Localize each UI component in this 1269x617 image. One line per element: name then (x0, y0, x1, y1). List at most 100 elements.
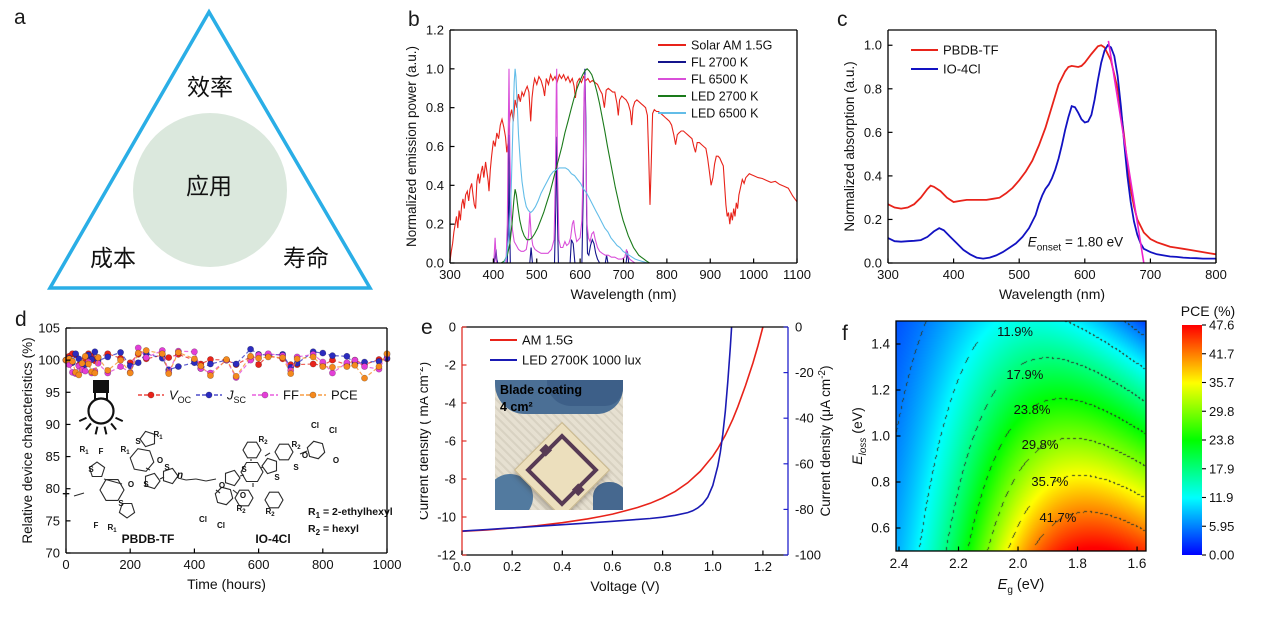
bond (299, 450, 308, 455)
y-tick-label: 0.0 (426, 256, 444, 271)
series-line-LED 6500 K (450, 68, 797, 264)
label-cost: 成本 (90, 245, 136, 271)
data-point-PCE (264, 353, 272, 361)
x-tick-label: 300 (877, 267, 899, 282)
legend-label: AM 1.5G (522, 333, 573, 348)
data-point-PCE (375, 363, 383, 370)
y-tick-label: 0.8 (871, 475, 890, 490)
y-tick-label: 0.8 (426, 100, 444, 115)
data-point-PCE (158, 350, 166, 358)
y-tick-label: 85 (46, 449, 60, 464)
y-tick-label: 0.2 (426, 217, 444, 232)
application-circle (133, 113, 287, 267)
x-tick-label: 1100 (783, 267, 811, 282)
contour-label: 11.9% (997, 324, 1033, 339)
atom-label: R2 (291, 440, 301, 451)
panel-letter-e: e (421, 316, 433, 339)
atom-label: S (274, 473, 280, 482)
panel-letter-a: a (14, 6, 26, 29)
colorbar-tick-label: 23.8 (1209, 433, 1234, 448)
atom-label: S (135, 437, 141, 446)
x-tick-label: 0.4 (553, 559, 571, 574)
r-group-definition: R2 = hexyl (308, 523, 359, 537)
legend-label: LED 2700K 1000 lux (522, 353, 642, 368)
data-point-PCE (197, 362, 205, 370)
data-point-JSC (247, 345, 254, 353)
data-point-JSC (174, 363, 182, 370)
legend-label: PCE (331, 388, 358, 403)
data-point-VOC (309, 360, 317, 368)
atom-label: n (177, 470, 183, 481)
right-tick-label: 0 (795, 320, 802, 335)
y-axis-title: Normalized absorption (a.u.) (842, 61, 857, 231)
molecule-name-left: PBDB-TF (122, 532, 175, 546)
label-lifetime: 寿命 (283, 245, 329, 271)
data-point-PCE (343, 363, 351, 370)
legend-label: LED 6500 K (691, 107, 759, 121)
annotation: Eonset = 1.80 eV (1028, 235, 1123, 254)
x-tick-label: 400 (483, 267, 505, 282)
x-axis-title: Wavelength (nm) (999, 286, 1105, 302)
atom-label: S (88, 465, 94, 474)
data-point-PCE (319, 363, 327, 370)
data-point-JSC (75, 355, 83, 363)
legend-marker (309, 391, 317, 399)
atom-label: Cl (199, 515, 207, 524)
x-tick-label: 800 (312, 557, 334, 572)
x-tick-label: 500 (526, 267, 548, 282)
data-point-PCE (361, 374, 368, 382)
bond (260, 466, 264, 469)
y-tick-label: 80 (46, 481, 60, 496)
y-tick-label: -6 (444, 434, 456, 449)
right-tick-label: -100 (795, 548, 821, 563)
y-axis-title: Relative device characteristics (%) (20, 337, 35, 543)
y-tick-label: -8 (444, 472, 456, 487)
data-point-PCE (85, 360, 92, 368)
series-line-LED 2700 K (450, 68, 797, 264)
data-point-PCE (75, 371, 83, 379)
series-line-FL 6500 K (450, 68, 797, 264)
bond (205, 478, 217, 482)
data-point-FF (361, 363, 368, 370)
colorbar-tick-label: 5.95 (1209, 519, 1234, 534)
series-line-IO-4Cl (887, 43, 1216, 260)
device-photo-inset: Blade coating 4 cm² (495, 380, 623, 510)
panel-d-stability-chart: 0 200 400 600 800 1000 70 75 80 85 90 95 100 105 Time … (0, 300, 420, 617)
y-tick-label: 0.2 (864, 212, 882, 227)
data-point-VOC (165, 354, 173, 361)
x-tick-label: 300 (439, 267, 461, 282)
pce-heatmap (896, 321, 1146, 551)
legend-label: IO-4Cl (943, 62, 981, 77)
x-tick-label: 1.8 (1068, 556, 1087, 571)
data-point-PCE (293, 355, 301, 363)
lightbulb-icon (78, 380, 124, 435)
data-point-PCE (117, 356, 124, 364)
right-axis-title: Current density (μA cm-2) (817, 366, 833, 517)
x-tick-label: 800 (1205, 267, 1227, 282)
legend-label: PBDB-TF (943, 43, 999, 58)
panel-f-pce-contour-map: 2.4 2.2 2.0 1.8 1.6 0.6 0.8 1.0 1.2 1.4 Eg (eV) Elo… (830, 300, 1269, 617)
atom-label: O (302, 451, 308, 460)
y-tick-label: 0.6 (864, 125, 882, 140)
data-point-JSC (134, 359, 142, 367)
light-ray (110, 422, 117, 431)
ring (234, 489, 254, 507)
series-line-LED 2700K 1000 lux (461, 326, 733, 532)
atom-label: Cl (217, 521, 225, 530)
data-point-PCE (134, 349, 142, 357)
glove-finger (547, 380, 623, 406)
y-tick-label: 100 (38, 353, 60, 368)
ring (144, 472, 161, 490)
y-tick-label: 0.6 (426, 139, 444, 154)
series-line-Solar AM 1.5G (449, 72, 798, 262)
data-point-PCE (223, 356, 230, 363)
right-tick-label: -60 (795, 456, 814, 471)
y-tick-label: 1.0 (871, 429, 890, 444)
contour-label: 23.8% (1014, 402, 1051, 417)
y-tick-label: 1.0 (864, 38, 882, 53)
legend-marker (261, 391, 269, 399)
y-tick-label: 1.4 (871, 337, 890, 352)
colorbar-tick-label: 29.8 (1209, 404, 1234, 419)
contour-label: 29.8% (1022, 437, 1059, 452)
y-axis-title: Eloss (eV) (849, 407, 869, 464)
